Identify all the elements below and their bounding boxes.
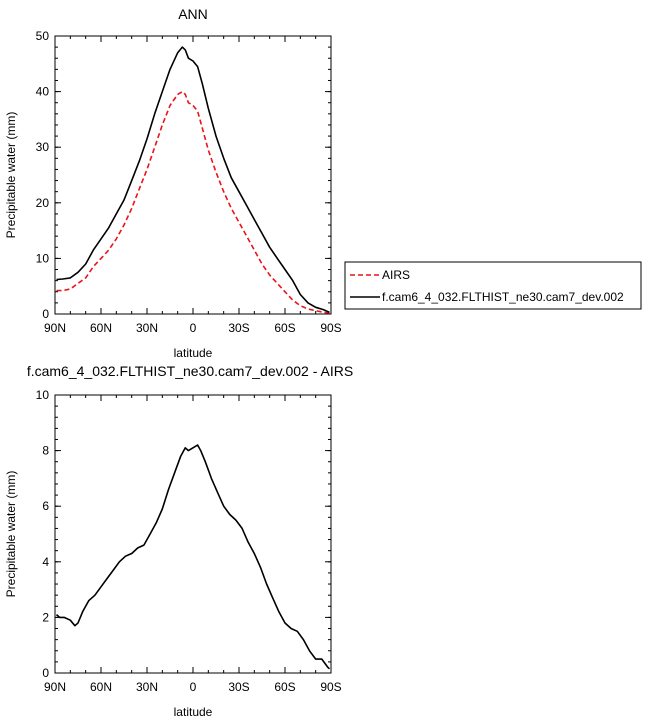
y-tick-label: 30	[36, 140, 50, 154]
x-tick-label: 0	[190, 680, 197, 694]
y-tick-label: 50	[36, 29, 50, 43]
y-axis-label: Precipitable water (mm)	[4, 112, 18, 239]
series-line-difference	[55, 444, 331, 670]
plot-frame	[54, 394, 332, 674]
x-axis-label: latitude	[174, 346, 213, 360]
x-tick-label: 60N	[90, 680, 112, 694]
y-tick-label: 40	[36, 85, 50, 99]
legend-label-airs: AIRS	[382, 268, 410, 282]
legend: AIRS f.cam6_4_032.FLTHIST_ne30.cam7_dev.…	[344, 261, 642, 310]
x-tick-label: 90S	[320, 680, 341, 694]
plot-frame	[54, 35, 332, 315]
legend-box	[344, 261, 642, 310]
x-tick-label: 30N	[136, 321, 158, 335]
y-tick-label: 10	[36, 251, 50, 265]
x-tick-label: 30N	[136, 680, 158, 694]
x-tick-label: 90S	[320, 321, 341, 335]
annual-chart: ANN 90N 60N 30N 0 30S 60S 90S 0 10 20 30 40 50 latit…	[4, 6, 342, 360]
y-tick-label: 0	[42, 307, 49, 321]
y-tick-label: 2	[42, 610, 49, 624]
chart-title: f.cam6_4_032.FLTHIST_ne30.cam7_dev.002 -…	[27, 363, 353, 379]
x-axis-label: latitude	[174, 705, 213, 719]
x-tick-label: 30S	[228, 680, 249, 694]
y-tick-label: 0	[42, 666, 49, 680]
axes-layer: 90N 60N 30N 0 30S 60S 90S 0 10 20 30 40 50	[36, 29, 342, 335]
difference-chart: f.cam6_4_032.FLTHIST_ne30.cam7_dev.002 -…	[4, 363, 353, 719]
x-tick-label: 30S	[228, 321, 249, 335]
series-line-airs	[56, 90, 330, 314]
series-line-f-cam6-4-032-flthist-ne30-cam7-dev-002	[56, 46, 330, 314]
x-tick-label: 90N	[44, 680, 66, 694]
y-axis-label: Precipitable water (mm)	[4, 471, 18, 598]
axes-layer: 90N 60N 30N 0 30S 60S 90S 0 2 4 6 8 10	[36, 388, 342, 694]
y-tick-label: 10	[36, 388, 50, 402]
x-tick-label: 60S	[274, 680, 295, 694]
x-tick-label: 90N	[44, 321, 66, 335]
series-layer	[56, 46, 330, 314]
y-tick-label: 8	[42, 444, 49, 458]
series-layer	[55, 444, 331, 670]
y-tick-label: 4	[42, 555, 49, 569]
y-tick-label: 20	[36, 196, 50, 210]
x-tick-label: 0	[190, 321, 197, 335]
y-tick-label: 6	[42, 499, 49, 513]
chart-title: ANN	[178, 6, 208, 22]
x-tick-label: 60S	[274, 321, 295, 335]
legend-label-model: f.cam6_4_032.FLTHIST_ne30.cam7_dev.002	[382, 290, 624, 304]
x-tick-label: 60N	[90, 321, 112, 335]
